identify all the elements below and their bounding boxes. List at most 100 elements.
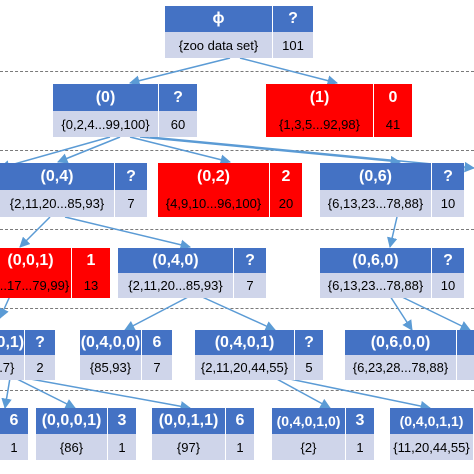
node-label: (0,4,0,0) (80, 330, 142, 355)
node-label: (0,4) (0, 163, 115, 190)
edge-a-l5b (14, 377, 76, 409)
edge-n0-right (149, 136, 474, 173)
edge-root-n1 (239, 57, 339, 86)
edge-n0-n06 (139, 136, 402, 167)
edge-n040-n0400 (124, 295, 191, 331)
edge-n06-n060 (387, 216, 398, 249)
edge-n04-n001 (19, 216, 51, 248)
node-label: (0,6,0) (320, 248, 432, 273)
node-class: 0 (374, 84, 412, 111)
node-label: (1) (266, 84, 374, 111)
level-separator (0, 71, 474, 72)
edge-n0-n04 (57, 136, 121, 164)
edge-n040-n0401 (199, 295, 276, 331)
node-class: 1 (72, 248, 110, 273)
node-instance-set: {6,23,28...78,88} (345, 355, 457, 380)
tree-node-0-2: (0,2) 2 {4,9,10...96,100} 20 (158, 163, 302, 217)
node-instance-set: {...17...79,99} (0, 273, 72, 298)
node-class: 3 (346, 408, 374, 434)
tree-node-0-6-0: (0,6,0) ? {6,13,23...78,88} 10 (320, 248, 464, 298)
node-count: 1 (108, 434, 136, 460)
node-instance-set: {zoo data set} (165, 32, 273, 58)
node-count: 13 (72, 273, 110, 298)
edge-n0-n02 (129, 136, 232, 165)
tree-node-0: (0) ? {0,2,4...99,100} 60 (53, 84, 197, 137)
node-count: 7 (115, 190, 147, 217)
node-instance-set: {2,11,20,44,55} (195, 355, 295, 380)
tree-node-0-4-0-1-1: (0,4,0,1,1) {11,20,44,55} (390, 408, 474, 460)
node-label: (0,0,1) (0, 248, 72, 273)
edge-n060-n0600 (389, 295, 413, 331)
node-instance-set: {86} (36, 434, 108, 460)
node-label: (0,6,0,0) (345, 330, 457, 355)
tree-node-0-4-0-0: (0,4,0,0) 6 {85,93} 7 (80, 330, 172, 380)
node-count: 2 (25, 355, 55, 380)
edge-root-n0 (128, 57, 231, 86)
node-instance-set: {2,11,20...85,93} (0, 190, 115, 217)
node-count: 101 (273, 32, 313, 58)
node-class: 2 (270, 163, 302, 190)
node-instance-set: {11,20,44,55} (390, 434, 474, 460)
edge-a-l5c (24, 377, 192, 412)
node-class: ? (25, 330, 55, 355)
edge-n0401-l5e (284, 377, 432, 412)
tree-node-0-0-1-leaf: (0,0,1) 1 {...17...79,99} 13 (0, 248, 110, 298)
tree-node-0-0-1-1: (0,0,1,1) 6 {97} 1 (152, 408, 254, 460)
node-label: (0,0,1) (0, 330, 25, 355)
node-class: 6 (0, 408, 28, 434)
node-instance-set: {2,11,20...85,93} (118, 273, 234, 298)
tree-node-0-4-0: (0,4,0) ? {2,11,20...85,93} 7 (118, 248, 266, 298)
node-class: 6 (226, 408, 254, 434)
node-label: ϕ (165, 6, 273, 32)
node-count (457, 355, 474, 380)
node-class (457, 330, 474, 355)
node-class: ? (159, 84, 197, 111)
node-class: ? (273, 6, 313, 32)
node-instance-set: {4,9,10...96,100} (158, 190, 270, 217)
node-count: 1 (346, 434, 374, 460)
node-instance-set: {6,13,23...78,88} (320, 273, 432, 298)
edge-a-l5a (1, 377, 12, 410)
node-class: ? (295, 330, 323, 355)
node-instance-set: {0,2,4...99,100} (53, 111, 159, 137)
node-label: (0,4,0,1,0) (272, 408, 346, 434)
node-class: 3 (108, 408, 136, 434)
node-label: (0,0,0,1) (36, 408, 108, 434)
node-label: (0,0,1,1) (152, 408, 226, 434)
tree-node-0-4-0-1: (0,4,0,1) ? {2,11,20,44,55} 5 (195, 330, 323, 380)
tree-node-0-4-0-1-0: (0,4,0,1,0) 3 {2} 1 (272, 408, 374, 460)
tree-node-leaf-a: 6 1 (0, 408, 28, 460)
tree-node-0-6-0-0: (0,6,0,0) {6,23,28...78,88} (345, 330, 474, 380)
node-instance-set: {1,3,5...92,98} (266, 111, 374, 137)
tree-node-1: (1) 0 {1,3,5...92,98} 41 (266, 84, 412, 137)
node-instance-set: {...7} (0, 355, 25, 380)
node-count: 41 (374, 111, 412, 137)
tree-node-0-0-1: (0,0,1) ? {...7} 2 (0, 330, 55, 380)
node-count: 1 (0, 434, 28, 460)
node-instance-set: {97} (152, 434, 226, 460)
tree-node-root: ϕ ? {zoo data set} 101 (165, 6, 313, 58)
node-label: (0,4,0,1,1) (390, 408, 474, 434)
node-count: 1 (226, 434, 254, 460)
node-instance-set: {2} (272, 434, 346, 460)
tree-node-0-4: (0,4) ? {2,11,20...85,93} 7 (0, 163, 147, 217)
level-separator (0, 150, 474, 151)
node-count: 10 (432, 273, 464, 298)
node-count: 7 (234, 273, 266, 298)
level-separator (0, 229, 474, 230)
node-label: (0) (53, 84, 159, 111)
tree-node-0-6: (0,6) ? {6,13,23...78,88} 10 (320, 163, 464, 217)
node-label: (0,2) (158, 163, 270, 190)
node-count: 20 (270, 190, 302, 217)
edge-n04-n040 (64, 216, 192, 250)
node-class: ? (432, 248, 464, 273)
edge-n060-right (399, 295, 471, 331)
tree-node-0-0-0-1: (0,0,0,1) 3 {86} 1 (36, 408, 136, 460)
node-label: (0,6) (320, 163, 432, 190)
node-instance-set: {85,93} (80, 355, 142, 380)
level-separator (0, 308, 474, 309)
node-count: 7 (142, 355, 172, 380)
node-instance-set: {6,13,23...78,88} (320, 190, 432, 217)
